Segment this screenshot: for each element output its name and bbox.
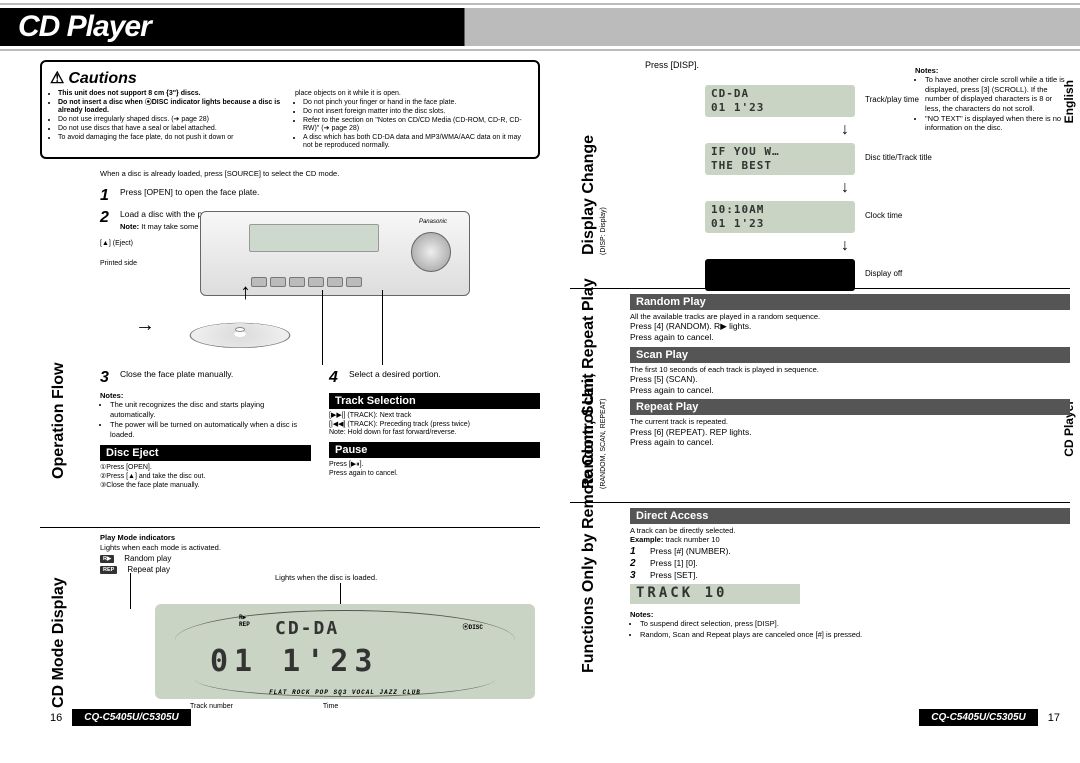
title-bar: CD Player: [0, 8, 1080, 46]
mini-lcd: [705, 259, 855, 291]
display-caption: Display off: [865, 269, 902, 278]
caution-item: Refer to the section on "Notes on CD/CD …: [303, 117, 530, 133]
note-item: To have another circle scroll while a ti…: [925, 75, 1065, 113]
operation-flow-label: Operation Flow: [50, 363, 68, 479]
note-item: The power will be turned on automaticall…: [110, 420, 311, 439]
step-text: Press [OPEN] to open the face plate.: [120, 187, 259, 197]
repeat-play-heading: Repeat Play: [630, 399, 1070, 415]
cautions-heading: Cautions: [50, 68, 530, 88]
pause-line: Press again to cancel.: [329, 470, 540, 477]
cd-mode-lcd: R▶REP CD-DA ⦿DISC 01 1'23 FLAT ROCK POP …: [155, 604, 535, 699]
page-number-left: 16: [50, 712, 62, 724]
eject-step: ①Press [OPEN].: [100, 463, 311, 471]
caution-item: To avoid damaging the face plate, do not…: [58, 134, 285, 142]
footer-right: 17 CQ-C5405U/C5305U: [919, 709, 1060, 726]
eject-label: [▲] (Eject): [100, 240, 133, 247]
random-cancel: Press again to cancel.: [630, 332, 1070, 343]
caution-item: Do not pinch your finger or hand in the …: [303, 99, 530, 107]
caution-item: Do not insert foreign matter into the di…: [303, 108, 530, 116]
down-arrow-icon: ↓: [841, 237, 849, 255]
scan-press: Press [5] (SCAN).: [630, 374, 1070, 385]
random-press: Press [4] (RANDOM). R▶ lights.: [630, 321, 1070, 332]
cautions-box: Cautions This unit does not support 8 cm…: [40, 60, 540, 159]
footer-left: 16 CQ-C5405U/C5305U: [50, 709, 191, 726]
repeat-press: Press [6] (REPEAT). REP lights.: [630, 427, 1070, 438]
random-indicator-chip: R▶: [100, 555, 114, 563]
pause-line: Press [▶⏸].: [329, 460, 540, 469]
repeat-desc: The current track is repeated.: [630, 417, 1070, 426]
track-sel-line: Note: Hold down for fast forward/reverse…: [329, 429, 540, 436]
caution-item: place objects on it while it is open.: [295, 90, 530, 98]
notes-heading: Notes:: [915, 66, 1065, 75]
page-number-right: 17: [1048, 712, 1060, 724]
page-left: Cautions This unit does not support 8 cm…: [40, 60, 540, 730]
track-lcd: TRACK 10: [630, 584, 800, 604]
direct-step: 2Press [1] [0].: [630, 558, 1070, 569]
caution-item: Do not use discs that have a seal or lab…: [58, 125, 285, 133]
repeat-cancel: Press again to cancel.: [630, 437, 1070, 448]
caution-item: A disc which has both CD-DA data and MP3…: [303, 134, 530, 150]
display-change-label: Display Change (DISP: Display): [580, 135, 607, 255]
direct-step: 3Press [SET].: [630, 570, 1070, 581]
caution-item: Do not insert a disc when ⦿DISC indicato…: [58, 99, 285, 115]
lcd-main-text: 01 1'23: [210, 644, 378, 679]
lcd-mode-text: CD-DA: [275, 618, 339, 639]
note-item: Random, Scan and Repeat plays are cancel…: [640, 630, 1070, 639]
model-number: CQ-C5405U/C5305U: [72, 709, 191, 726]
display-caption: Disc title/Track title: [865, 153, 932, 162]
callout-time: Time: [323, 703, 338, 710]
play-mode-item: R▶ Random play: [100, 554, 540, 563]
notes-heading: Notes:: [100, 391, 123, 400]
display-caption: Track/play time: [865, 95, 919, 104]
direct-step: 1Press [#] (NUMBER).: [630, 546, 1070, 557]
play-mode-heading: Play Mode indicators: [100, 533, 175, 542]
remote-only-label: Functions Only by Remote Control Unit: [580, 373, 598, 673]
mini-lcd: CD-DA 01 1'23: [705, 85, 855, 117]
page-right: Display Change (DISP: Display) Press [DI…: [570, 60, 1070, 730]
note-item: "NO TEXT" is displayed when there is no …: [925, 114, 1065, 133]
play-mode-sub: Lights when each mode is activated.: [100, 543, 540, 552]
caution-item: This unit does not support 8 cm {3"} dis…: [58, 90, 285, 98]
random-desc: All the available tracks are played in a…: [630, 312, 1070, 321]
direct-access-heading: Direct Access: [630, 508, 1070, 524]
model-number: CQ-C5405U/C5305U: [919, 709, 1038, 726]
printed-side-label: Printed side: [100, 260, 137, 267]
intro-note: When a disc is already loaded, press [SO…: [100, 169, 540, 178]
track-sel-line: [|◀◀] (TRACK): Preceding track (press tw…: [329, 420, 540, 428]
disc-illustration: → ↑: [90, 294, 390, 374]
pause-heading: Pause: [329, 442, 540, 458]
notes-heading: Notes:: [630, 610, 653, 619]
caution-item: Do not use irregularly shaped discs. (➔ …: [58, 116, 285, 124]
repeat-indicator-chip: REP: [100, 566, 117, 574]
mini-lcd: IF YOU W…THE BEST: [705, 143, 855, 175]
eject-step: ③Close the face plate manually.: [100, 481, 311, 489]
step-1: 1 Press [OPEN] to open the face plate.: [100, 187, 540, 205]
disc-indicator: ⦿DISC: [463, 622, 483, 631]
page-title: CD Player: [0, 8, 1080, 46]
note-item: The unit recognizes the disc and starts …: [110, 400, 311, 419]
random-play-heading: Random Play: [630, 294, 1070, 310]
scan-cancel: Press again to cancel.: [630, 385, 1070, 396]
callout-track: Track number: [190, 703, 233, 710]
cd-mode-display-label: CD Mode Display: [50, 578, 68, 709]
track-sel-line: [▶▶|] (TRACK): Next track: [329, 411, 540, 419]
eq-row: FLAT ROCK POP SQ3 VOCAL JAZZ CLUB: [225, 689, 465, 696]
display-notes: Notes: To have another circle scroll whi…: [915, 66, 1065, 134]
disc-eject-heading: Disc Eject: [100, 445, 311, 461]
display-caption: Clock time: [865, 211, 902, 220]
direct-example: track number 10: [665, 535, 719, 544]
scan-desc: The first 10 seconds of each track is pl…: [630, 365, 1070, 374]
down-arrow-icon: ↓: [841, 179, 849, 197]
eject-step: ②Press [▲] and take the disc out.: [100, 472, 311, 480]
note-item: To suspend direct selection, press [DISP…: [640, 619, 1070, 628]
down-arrow-icon: ↓: [841, 121, 849, 139]
mini-lcd: 10:10AM01 1'23: [705, 201, 855, 233]
disc-loaded-callout: Lights when the disc is loaded.: [275, 573, 377, 582]
scan-play-heading: Scan Play: [630, 347, 1070, 363]
track-selection-heading: Track Selection: [329, 393, 540, 409]
direct-desc: A track can be directly selected.: [630, 526, 1070, 535]
